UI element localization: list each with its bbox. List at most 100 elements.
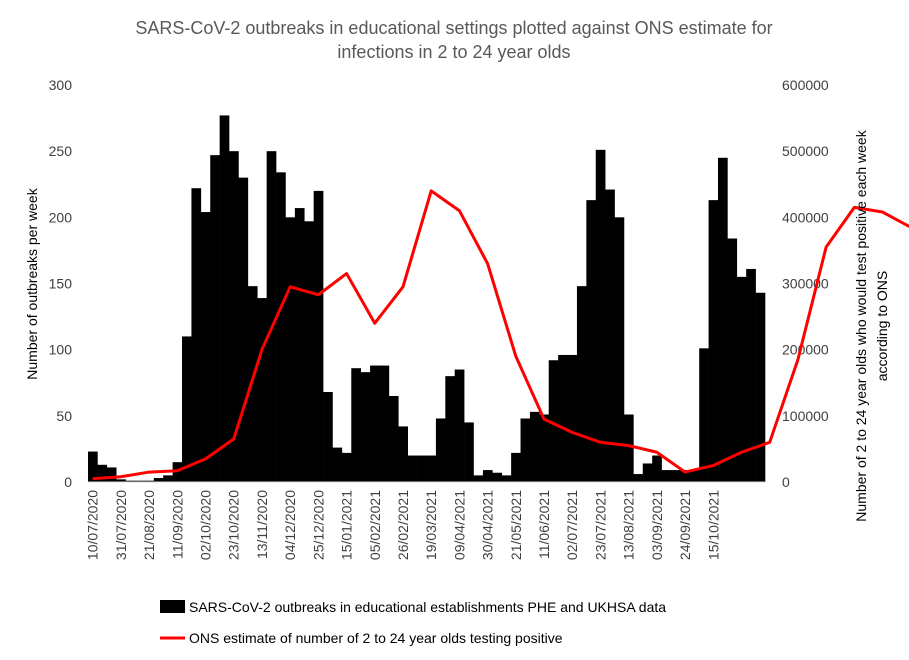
right-axis-title-line-1: Number of 2 to 24 year olds who would te… <box>853 129 869 521</box>
outbreak-bar <box>144 480 155 482</box>
outbreak-bar <box>699 348 709 482</box>
outbreak-bar <box>266 151 277 483</box>
chart-title-line-1: SARS-CoV-2 outbreaks in educational sett… <box>135 18 772 38</box>
chart-title-line-2: infections in 2 to 24 year olds <box>337 42 570 62</box>
outbreak-bar <box>445 376 456 482</box>
outbreak-bar <box>435 418 446 482</box>
outbreak-bar <box>727 238 738 482</box>
outbreak-bar <box>529 411 540 482</box>
outbreak-bars <box>88 115 766 483</box>
left-tick-label: 50 <box>56 408 72 424</box>
outbreak-bar <box>755 292 766 482</box>
outbreak-bar <box>539 414 550 482</box>
outbreak-bar <box>736 276 747 482</box>
right-tick-label: 0 <box>782 474 790 490</box>
outbreak-bar <box>689 470 700 482</box>
outbreak-bar <box>708 200 719 482</box>
outbreak-bar <box>417 455 427 482</box>
outbreak-bar <box>182 336 192 482</box>
outbreak-bar <box>285 217 296 482</box>
outbreak-bar <box>257 298 267 482</box>
x-tick-label: 21/05/2021 <box>508 490 524 560</box>
x-tick-label: 24/09/2021 <box>677 490 693 560</box>
left-axis-ticks: 0 50 100 150 200 250 300 <box>49 77 73 490</box>
x-tick-label: 03/09/2021 <box>649 490 665 560</box>
x-tick-label: 15/01/2021 <box>339 490 355 560</box>
outbreak-bar <box>200 212 211 483</box>
outbreak-bar <box>633 474 644 482</box>
x-tick-label: 26/02/2021 <box>395 490 411 560</box>
outbreak-bar <box>229 151 239 483</box>
outbreak-bar <box>623 414 634 482</box>
x-tick-label: 11/09/2020 <box>169 490 185 559</box>
outbreak-bar <box>97 464 108 482</box>
x-tick-label: 11/06/2021 <box>536 490 552 559</box>
right-tick-label: 600000 <box>782 77 829 93</box>
outbreak-bar <box>661 470 672 482</box>
outbreak-bar <box>482 470 493 482</box>
outbreak-bar <box>360 372 371 482</box>
outbreak-bar <box>388 395 399 482</box>
x-tick-label: 19/03/2021 <box>423 490 439 560</box>
right-axis-title-line-2: according to ONS <box>874 271 890 382</box>
outbreak-bar <box>717 157 728 482</box>
outbreak-bar <box>191 188 202 482</box>
outbreak-bar <box>163 475 173 482</box>
right-tick-label: 400000 <box>782 209 829 225</box>
x-tick-label: 15/10/2021 <box>705 490 721 560</box>
outbreak-bar <box>313 190 324 482</box>
outbreak-bar <box>473 475 484 482</box>
outbreak-bar <box>323 392 333 482</box>
outbreak-bar <box>511 452 521 482</box>
outbreak-bar <box>370 365 380 482</box>
x-tick-label: 13/11/2020 <box>254 490 270 559</box>
outbreak-bar <box>520 418 531 482</box>
outbreak-bar <box>576 286 587 482</box>
left-tick-label: 100 <box>49 342 73 358</box>
outbreak-bar <box>595 149 606 482</box>
outbreak-bar <box>341 452 352 482</box>
outbreak-bar <box>238 177 249 482</box>
x-tick-label: 02/07/2021 <box>564 490 580 560</box>
legend: SARS-CoV-2 outbreaks in educational esta… <box>160 599 666 646</box>
outbreak-bar <box>548 360 559 482</box>
right-tick-label: 100000 <box>782 408 829 424</box>
legend-bar-swatch <box>160 600 185 613</box>
outbreak-bar <box>605 189 615 483</box>
x-tick-label: 13/08/2021 <box>621 490 637 560</box>
outbreak-bar <box>558 354 568 482</box>
left-tick-label: 250 <box>49 143 73 159</box>
x-tick-label: 02/10/2020 <box>198 490 214 560</box>
outbreak-bar <box>586 200 597 482</box>
right-axis-ticks: 0 100000 200000 300000 400000 500000 600000 <box>782 77 829 490</box>
outbreak-bar <box>106 467 117 482</box>
outbreak-bar <box>332 447 343 482</box>
ons-estimate-line <box>92 189 909 481</box>
left-tick-label: 150 <box>49 276 73 292</box>
outbreak-bar <box>398 426 408 482</box>
x-tick-label: 23/07/2021 <box>592 490 608 560</box>
x-axis-ticks: 10/07/2020 31/07/2020 21/08/2020 11/09/2020… <box>85 490 722 560</box>
outbreak-bar <box>153 478 164 482</box>
outbreak-bar <box>351 368 361 482</box>
left-tick-label: 0 <box>64 474 72 490</box>
left-axis-title: Number of outbreaks per week <box>24 187 40 379</box>
outbreak-bar <box>464 422 474 482</box>
outbreak-bar <box>614 217 625 482</box>
outbreak-bar <box>492 472 503 482</box>
x-tick-label: 04/12/2020 <box>282 490 298 560</box>
outbreak-bar <box>501 475 512 482</box>
left-tick-label: 200 <box>49 209 73 225</box>
outbreak-bar <box>407 455 418 482</box>
outbreak-bar <box>219 115 230 482</box>
x-tick-label: 30/04/2021 <box>480 490 496 560</box>
outbreak-bar <box>294 208 305 482</box>
outbreak-bar <box>247 286 258 482</box>
x-tick-label: 31/07/2020 <box>113 490 129 560</box>
x-tick-label: 10/07/2020 <box>85 490 101 560</box>
right-tick-label: 200000 <box>782 342 829 358</box>
x-tick-label: 05/02/2021 <box>367 490 383 560</box>
left-tick-label: 300 <box>49 77 73 93</box>
outbreak-bar <box>670 470 681 482</box>
